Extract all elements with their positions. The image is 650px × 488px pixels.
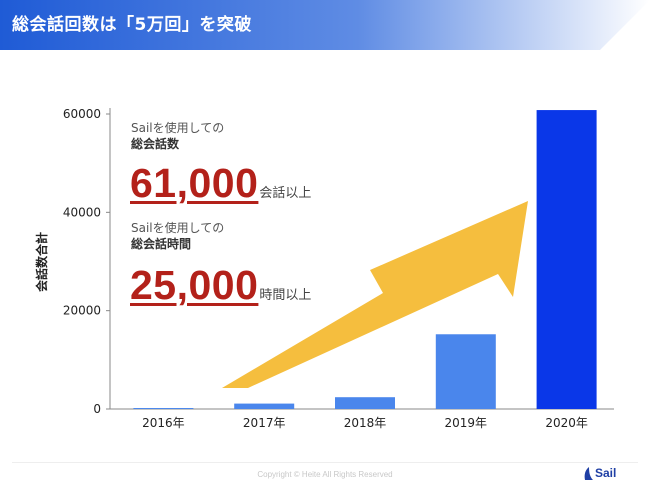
x-tick-group: 2016年 2017年 2018年 2019年 2020年 <box>142 416 588 430</box>
bar-4 <box>435 334 496 409</box>
callout-line2: 総会話時間 <box>131 237 192 251</box>
callout-line2: 総会話数 <box>131 137 180 151</box>
stat-number: 61,000 <box>130 160 259 206</box>
y-tick-label: 40000 <box>63 205 101 219</box>
y-tick-label: 60000 <box>63 107 101 121</box>
bar-group <box>133 110 597 410</box>
y-axis-title: 会話数合計 <box>34 232 49 292</box>
y-tick-label: 20000 <box>63 304 101 318</box>
y-tick-label: 0 <box>93 402 101 416</box>
stat-suffix: 会話以上 <box>259 186 312 201</box>
x-tick-label: 2018年 <box>344 416 387 430</box>
stat-suffix: 時間以上 <box>259 288 312 303</box>
callout-total-hours: Sailを使用しての 総会話時間 <box>131 220 224 252</box>
footer-divider <box>12 462 638 463</box>
bar-1 <box>133 408 194 410</box>
stat-number: 25,000 <box>130 262 259 308</box>
header-banner: 総会話回数は「5万回」を突破 <box>0 0 650 50</box>
bar-2 <box>234 403 295 409</box>
logo-text: Sail <box>595 466 617 480</box>
bar-3 <box>335 397 395 409</box>
y-tick-group: 0 20000 40000 60000 <box>63 107 110 416</box>
growth-arrow <box>222 201 528 388</box>
x-tick-label: 2020年 <box>545 416 588 430</box>
callout-total-conversations: Sailを使用しての 総会話数 <box>131 120 224 152</box>
x-tick-label: 2017年 <box>243 416 286 430</box>
x-tick-label: 2019年 <box>445 416 488 430</box>
copyright-text: Copyright © Heite All Rights Reserved <box>257 470 393 479</box>
page-title: 総会話回数は「5万回」を突破 <box>12 15 252 35</box>
sail-logo-icon <box>584 467 593 480</box>
bar-5 <box>536 110 597 410</box>
x-tick-label: 2016年 <box>142 416 185 430</box>
stat-total-hours: 25,000時間以上 <box>130 262 311 309</box>
callout-line1: Sailを使用しての <box>131 121 225 135</box>
header-background <box>0 0 650 50</box>
callout-line1: Sailを使用しての <box>131 221 225 235</box>
stat-total-conversations: 61,000会話以上 <box>130 160 311 207</box>
